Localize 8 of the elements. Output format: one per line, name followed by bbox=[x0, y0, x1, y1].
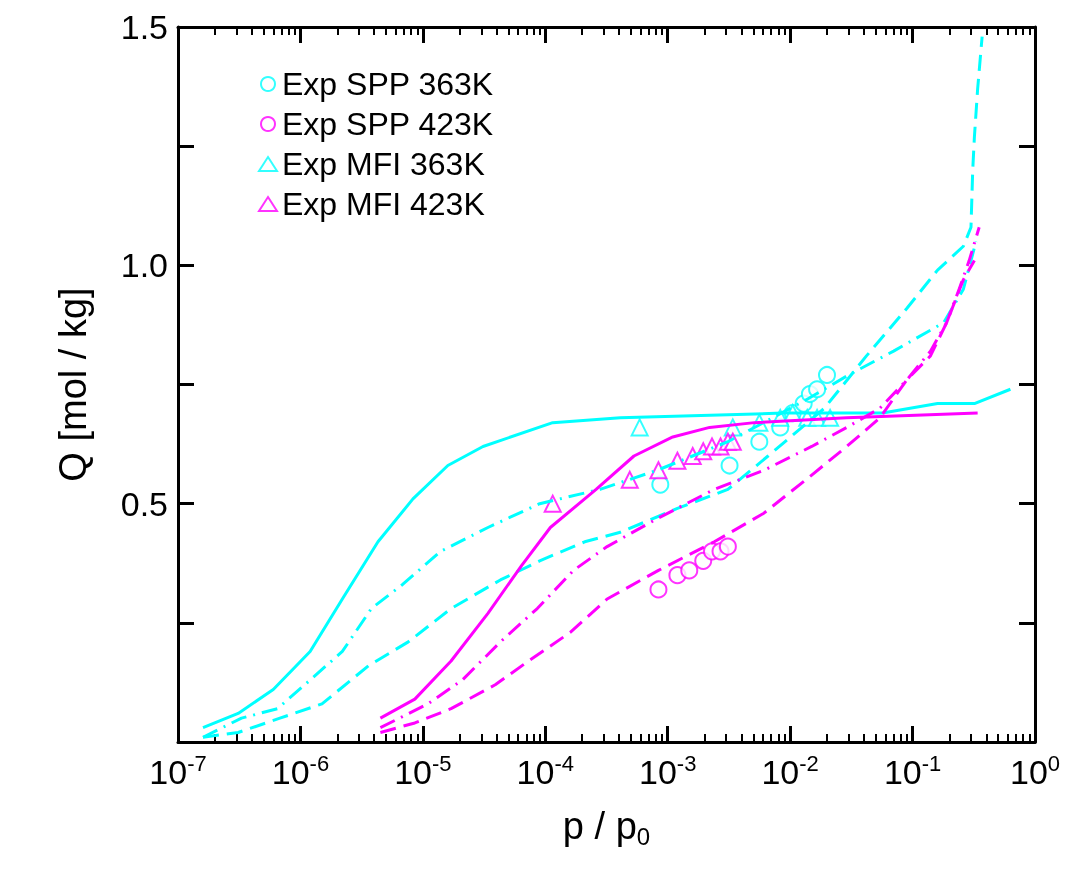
y-axis-title: Q [mol / kg] bbox=[52, 287, 94, 482]
legend-label: Exp SPP 363K bbox=[282, 66, 494, 102]
legend-label: Exp SPP 423K bbox=[282, 106, 494, 142]
y-tick-label: 0.5 bbox=[120, 484, 168, 523]
y-tick-label: 1.5 bbox=[120, 8, 168, 46]
legend-label: Exp MFI 363K bbox=[282, 146, 485, 182]
legend-label: Exp MFI 423K bbox=[282, 186, 485, 222]
y-tick-label: 1.0 bbox=[120, 246, 168, 285]
